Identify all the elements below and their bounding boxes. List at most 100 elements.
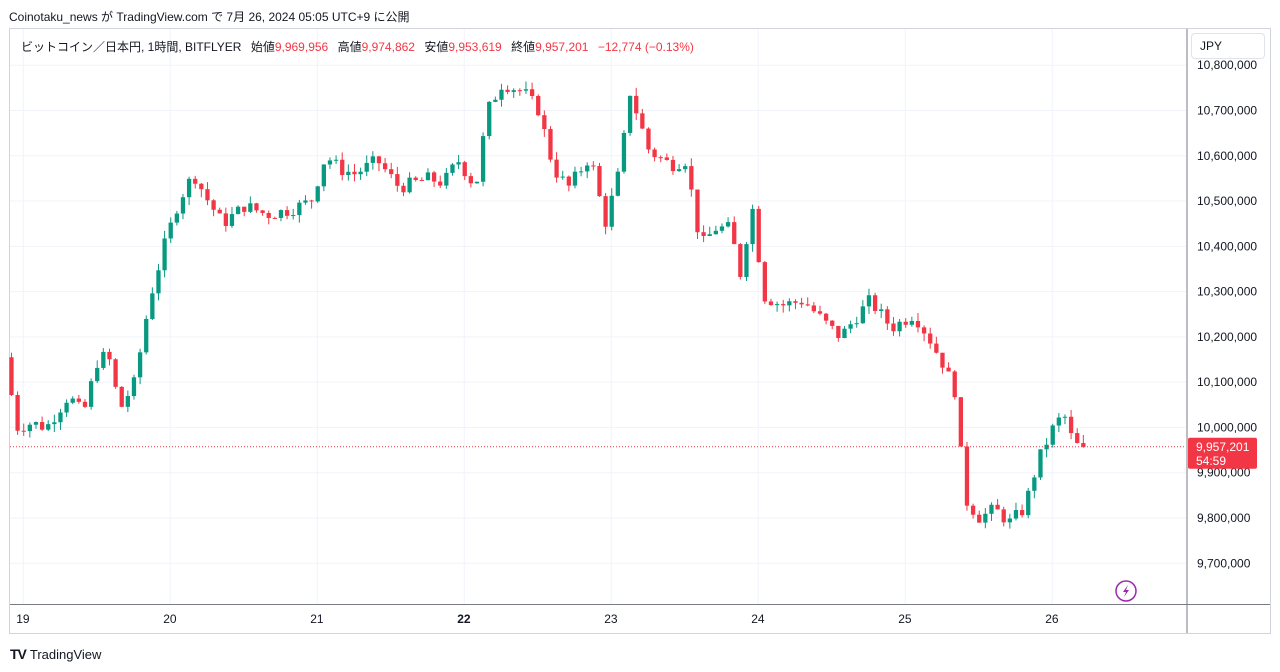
candle-body	[505, 89, 510, 92]
candle-body	[1007, 518, 1012, 523]
candle-body	[39, 422, 45, 430]
candle-body	[107, 351, 112, 360]
candle-body	[1026, 490, 1031, 516]
candle-body	[376, 156, 382, 164]
candle-body	[903, 321, 908, 325]
x-tick-label: 19	[16, 612, 30, 626]
candle-body	[1032, 477, 1037, 491]
candle-body	[340, 159, 345, 176]
candle-body	[438, 181, 443, 186]
candle-body	[474, 181, 480, 184]
candle-body	[309, 200, 314, 202]
candle-body	[1019, 510, 1025, 516]
candle-body	[58, 412, 63, 423]
x-tick-label: 22	[457, 612, 471, 626]
candle-body	[909, 321, 914, 325]
candle-body	[419, 180, 424, 182]
x-tick-label: 26	[1045, 612, 1059, 626]
y-tick-label: 10,500,000	[1197, 194, 1257, 208]
candle-body	[1062, 416, 1068, 418]
candle-body	[382, 163, 388, 170]
candle-body	[634, 95, 639, 114]
candle-body	[1081, 443, 1086, 447]
candle-body	[793, 301, 798, 303]
candle-body	[346, 171, 351, 176]
y-tick-label: 10,400,000	[1197, 239, 1257, 253]
candle-body	[670, 159, 676, 172]
candle-body	[774, 304, 780, 306]
candle-body	[205, 189, 210, 201]
candle-body	[113, 359, 118, 387]
y-tick-label: 10,200,000	[1197, 330, 1257, 344]
x-tick-label: 21	[310, 612, 324, 626]
candle-body	[872, 295, 878, 311]
candle-body	[186, 178, 192, 198]
candle-body	[542, 115, 547, 130]
candle-body	[621, 132, 627, 172]
candle-body	[683, 166, 688, 170]
candle-body	[787, 301, 792, 306]
candle-body	[162, 238, 167, 271]
candle-body	[88, 381, 94, 407]
y-tick-label: 10,600,000	[1197, 149, 1257, 163]
candle-body	[517, 90, 522, 92]
candle-body	[413, 177, 418, 181]
candle-body	[921, 327, 927, 334]
candle-body	[578, 171, 584, 173]
candle-body	[33, 422, 39, 425]
candle-body	[952, 371, 957, 398]
candle-body	[303, 200, 308, 203]
candle-body	[523, 89, 529, 91]
candle-body	[199, 183, 204, 190]
currency-button[interactable]: JPY	[1191, 33, 1265, 59]
candle-body	[456, 162, 461, 165]
candle-body	[131, 377, 137, 397]
candle-body	[529, 89, 535, 96]
x-tick-label: 23	[604, 612, 618, 626]
candle-body	[297, 202, 302, 216]
candle-body	[266, 212, 271, 218]
candle-body	[395, 174, 400, 186]
x-tick-label: 24	[751, 612, 765, 626]
chart-frame	[9, 28, 1271, 634]
candle-body	[915, 321, 921, 328]
candle-body	[689, 166, 694, 190]
candle-body	[401, 185, 406, 193]
candle-body	[658, 157, 663, 159]
x-tick-label: 20	[163, 612, 177, 626]
candle-body	[548, 129, 553, 160]
candle-body	[738, 244, 743, 277]
candle-body	[536, 95, 541, 116]
candle-body	[468, 176, 473, 184]
x-axis: 19 20 21 22 23 24 25 26	[16, 612, 1059, 626]
candle-body	[560, 176, 565, 178]
candle-body	[82, 401, 88, 407]
candle-body	[352, 171, 357, 175]
candle-body	[511, 90, 516, 92]
candle-body	[462, 162, 467, 177]
candle-body	[854, 323, 859, 325]
candle-body	[983, 513, 988, 523]
candle-body	[891, 323, 896, 332]
candle-body	[750, 208, 755, 245]
candle-body	[284, 210, 290, 216]
candle-body	[848, 324, 853, 329]
candle-body	[676, 169, 682, 172]
candle-body	[940, 352, 945, 368]
candle-body	[144, 318, 149, 353]
candle-body	[627, 95, 633, 133]
candle-body	[254, 203, 259, 211]
candle-body	[707, 234, 712, 236]
candle-body	[640, 113, 645, 129]
candle-body	[934, 343, 939, 353]
candle-body	[358, 171, 363, 175]
candle-body	[664, 157, 669, 160]
candle-body	[21, 430, 26, 432]
footer-brand-text: TradingView	[29, 646, 102, 662]
candle-body	[223, 213, 228, 226]
candle-body	[150, 293, 155, 319]
candle-body	[425, 172, 431, 181]
candle-body	[836, 325, 841, 338]
